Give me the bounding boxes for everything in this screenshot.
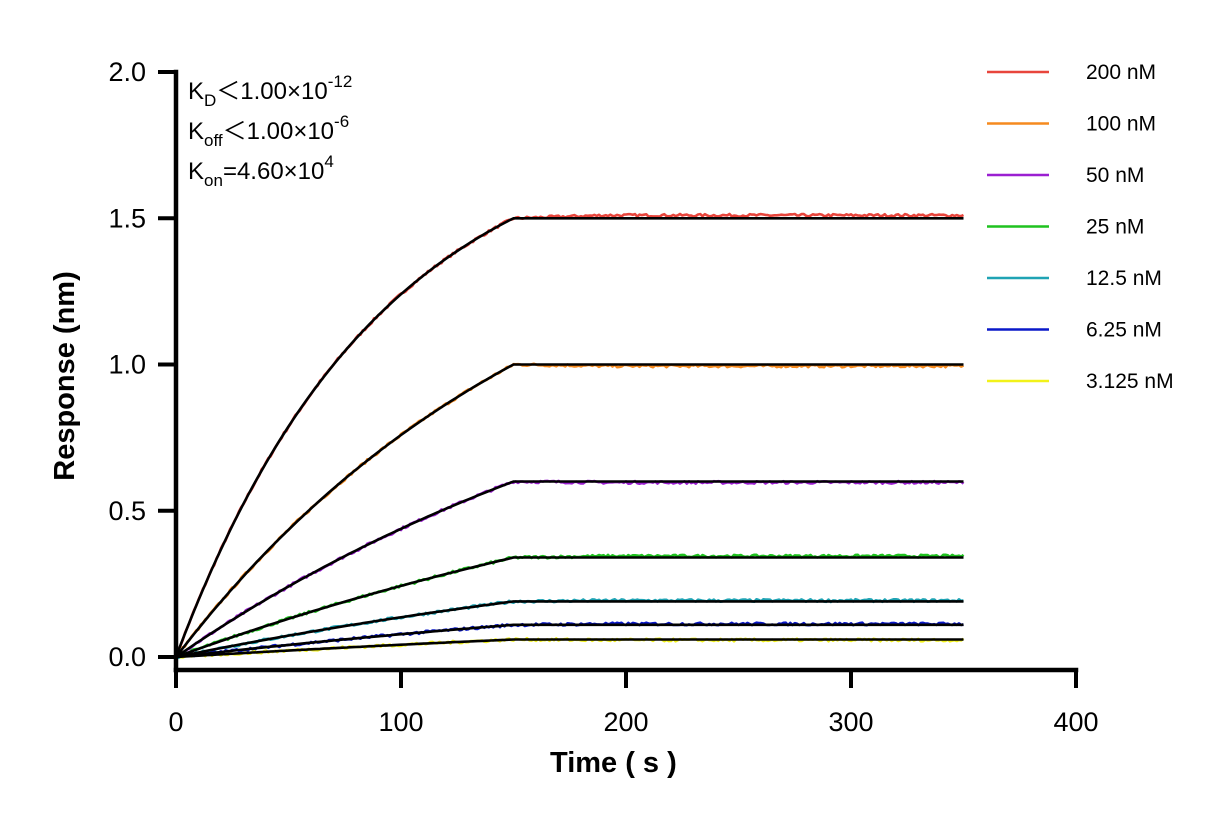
kinetic-constant-text: Koff＜1.00×10-6	[188, 112, 349, 150]
x-tick-label: 0	[168, 707, 183, 737]
fit-line-5	[175, 623, 964, 659]
legend-label: 3.125 nM	[1086, 370, 1174, 393]
fit-line-6	[175, 638, 964, 659]
fit-curves	[174, 217, 964, 659]
measured-line-6	[175, 636, 965, 659]
legend-label: 50 nM	[1086, 164, 1144, 187]
x-tick-label: 100	[378, 707, 423, 737]
legend-label: 100 nM	[1086, 113, 1156, 136]
kinetic-constant-text: Kon=4.60×104	[188, 152, 334, 190]
y-tick-label: 0.0	[108, 642, 146, 672]
legend-label: 12.5 nM	[1086, 267, 1162, 290]
measured-line-0	[174, 212, 965, 658]
measured-line-3	[175, 553, 965, 659]
fit-line-2	[175, 480, 964, 659]
fit-line-1	[174, 363, 964, 658]
y-tick-label: 1.0	[108, 350, 146, 380]
kinetic-constant-text: KD＜1.00×10-12	[188, 72, 352, 110]
y-tick-label: 1.5	[108, 203, 146, 233]
x-tick-label: 300	[828, 707, 873, 737]
legend-label: 200 nM	[1086, 61, 1156, 84]
x-tick-label: 200	[603, 707, 648, 737]
y-tick-label: 0.5	[108, 496, 146, 526]
y-axis-title: Response (nm)	[49, 271, 81, 480]
axis-ticks: 0 100 200 300 400 0.0 0.5 1.0 1.5 2.0	[108, 57, 1098, 737]
fit-line-0	[174, 217, 964, 658]
y-tick-label: 2.0	[108, 57, 146, 87]
legend-label: 6.25 nM	[1086, 319, 1162, 342]
x-axis-title: Time ( s )	[550, 747, 677, 779]
legend-label: 25 nM	[1086, 216, 1144, 239]
x-tick-label: 400	[1053, 707, 1098, 737]
legend: 200 nM 100 nM 50 nM 25 nM 12.5 nM 6.25 nM 3.12…	[987, 61, 1174, 393]
measured-line-1	[174, 362, 965, 658]
measured-line-2	[175, 479, 965, 659]
fit-line-3	[175, 556, 964, 659]
measured-curves	[174, 212, 965, 660]
fit-line-4	[175, 600, 964, 659]
